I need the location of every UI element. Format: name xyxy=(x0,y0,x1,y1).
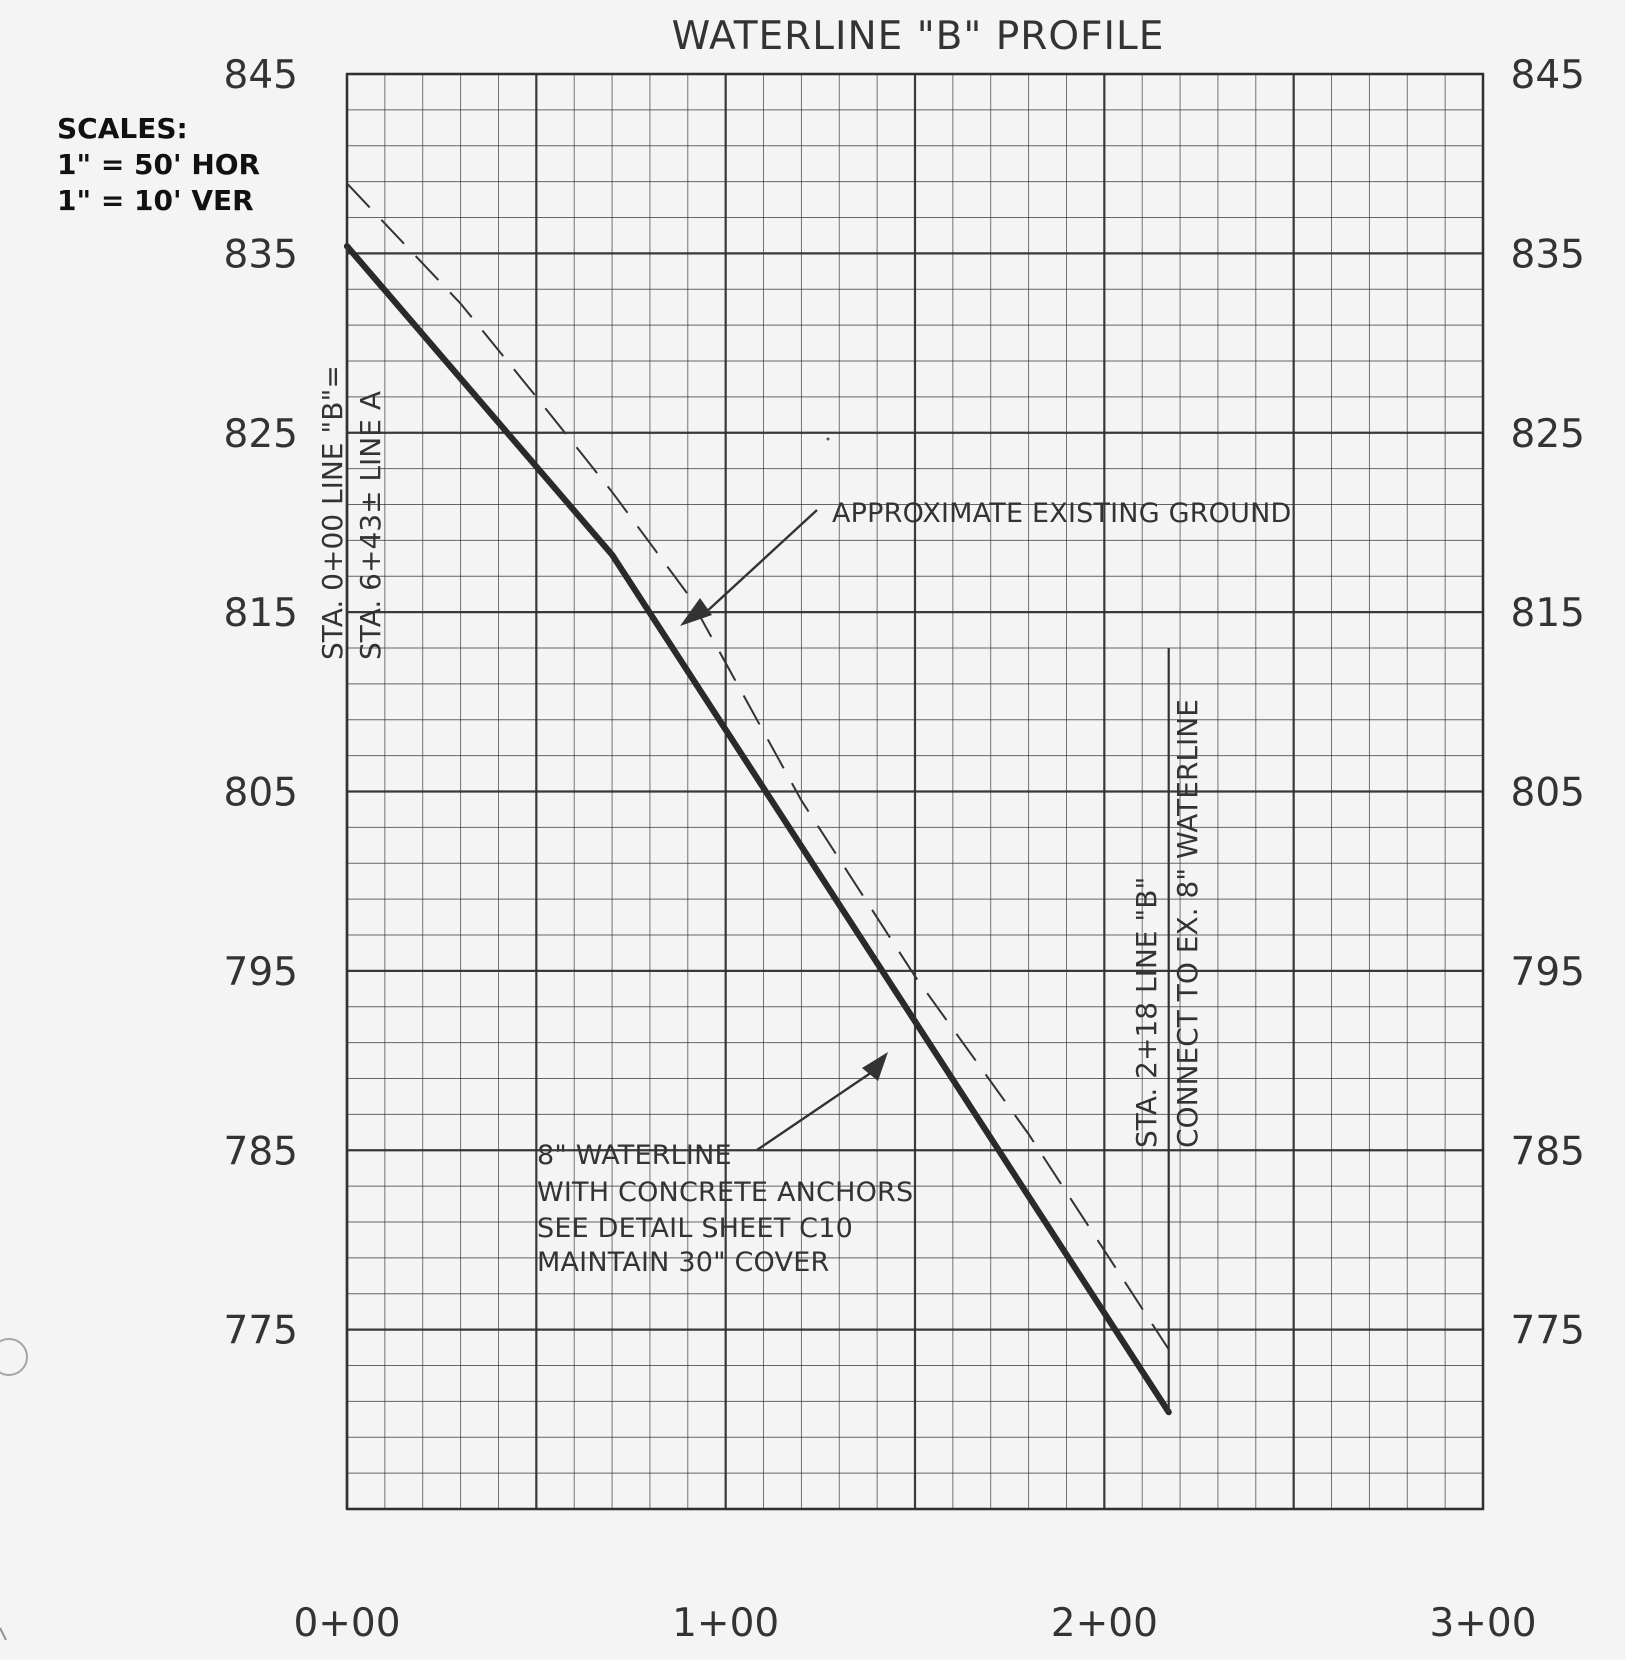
left-y-tick-label: 775 xyxy=(224,1309,298,1354)
waterline-note-line: MAINTAIN 30" COVER xyxy=(537,1247,829,1278)
right-y-tick-label: 845 xyxy=(1511,53,1585,98)
right-y-tick-label: 825 xyxy=(1511,412,1585,457)
x-tick-label: 2+00 xyxy=(1051,1601,1158,1646)
left-y-tick-label: 815 xyxy=(224,591,298,636)
left-y-tick-label: 795 xyxy=(224,950,298,995)
right-y-tick-label: 805 xyxy=(1511,771,1585,816)
right-y-tick-label: 775 xyxy=(1511,1309,1585,1354)
x-tick-label: 1+00 xyxy=(672,1601,779,1646)
waterline-note-line: WITH CONCRETE ANCHORS xyxy=(537,1177,913,1208)
waterline-note-leader xyxy=(756,1067,879,1151)
right-y-tick-label: 815 xyxy=(1511,591,1585,636)
chart-title: WATERLINE "B" PROFILE xyxy=(672,14,1165,59)
left-y-tick-label: 835 xyxy=(224,232,298,277)
left-y-tick-label: 825 xyxy=(224,412,298,457)
left-y-tick-label: 805 xyxy=(224,771,298,816)
approximate-existing-ground-label: APPROXIMATE EXISTING GROUND xyxy=(832,498,1291,529)
waterline-note-line: 8" WATERLINE xyxy=(537,1140,732,1171)
vertical-scale-note: 1" = 10' VER xyxy=(57,184,254,217)
waterline-note-arrowhead xyxy=(862,1052,888,1081)
connection-note: CONNECT TO EX. 8" WATERLINE xyxy=(1171,699,1204,1148)
existing-ground-line xyxy=(346,182,1170,1350)
waterline-note-line: SEE DETAIL SHEET C10 xyxy=(537,1213,853,1244)
small-ink-dot xyxy=(826,437,830,441)
grid-lines xyxy=(345,72,1485,1511)
horizontal-scale-note: 1" = 50' HOR xyxy=(57,148,260,181)
scale-heading: SCALES: xyxy=(57,112,188,145)
left-y-tick-label: 785 xyxy=(224,1129,298,1174)
start-station-line-b-label: STA. 0+00 LINE "B"= xyxy=(316,365,349,660)
x-tick-label: 0+00 xyxy=(293,1601,400,1646)
lower-left-edge-mark xyxy=(0,1627,7,1641)
ground-label-arrowhead xyxy=(680,598,712,626)
waterline-pipe-line xyxy=(343,243,1172,1416)
right-y-tick-label: 785 xyxy=(1511,1129,1585,1174)
x-tick-label: 3+00 xyxy=(1429,1601,1536,1646)
ground-label-leader xyxy=(703,509,818,615)
end-station-line-b-label: STA. 2+18 LINE "B" xyxy=(1130,877,1163,1148)
start-station-line-a-label: STA. 6+43± LINE A xyxy=(354,391,387,660)
right-y-tick-label: 795 xyxy=(1511,950,1585,995)
left-y-tick-label: 845 xyxy=(224,53,298,98)
right-y-tick-label: 835 xyxy=(1511,232,1585,277)
left-edge-mark xyxy=(0,1338,28,1376)
